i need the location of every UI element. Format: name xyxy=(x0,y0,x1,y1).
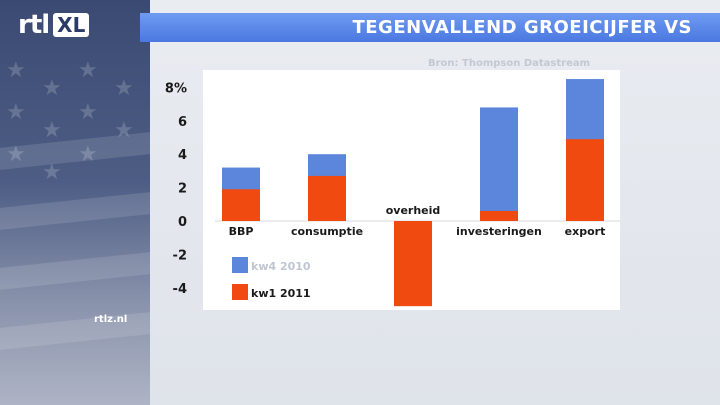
legend-label: kw1 2011 xyxy=(251,287,311,300)
y-tick-label: -4 xyxy=(173,282,187,297)
category-label: overheid xyxy=(386,204,441,217)
legend-swatch xyxy=(232,257,248,273)
bar-kw1-2011 xyxy=(566,139,604,221)
y-tick-label: -2 xyxy=(173,248,187,263)
bar-kw1-2011 xyxy=(222,189,260,221)
star-icon: ★ xyxy=(78,142,98,167)
category-label: BBP xyxy=(229,225,254,238)
y-tick-label: 4 xyxy=(178,148,187,163)
category-label: consumptie xyxy=(291,225,363,238)
logo-xl: XL xyxy=(53,13,90,37)
channel-logo: rtl XL xyxy=(18,10,90,40)
star-icon: ★ xyxy=(42,76,62,101)
bar-kw1-2011 xyxy=(480,210,518,221)
bar-kw4-2010 xyxy=(480,107,518,221)
source-label: Bron: Thompson Datastream xyxy=(428,58,591,69)
category-label: investeringen xyxy=(456,225,542,238)
star-icon: ★ xyxy=(42,160,62,185)
star-icon: ★ xyxy=(114,118,134,143)
y-tick-label: 2 xyxy=(178,182,187,197)
title-bar: TEGENVALLEND GROEICIJFER VS xyxy=(140,13,720,42)
star-icon: ★ xyxy=(42,118,62,143)
star-icon: ★ xyxy=(78,100,98,125)
legend-swatch xyxy=(232,284,248,300)
legend-label: kw4 2010 xyxy=(251,260,311,273)
star-icon: ★ xyxy=(114,76,134,101)
bar-kw1-2011 xyxy=(394,221,432,307)
chart-title: TEGENVALLEND GROEICIJFER VS xyxy=(352,17,692,38)
bar-kw1-2011 xyxy=(308,175,346,221)
y-tick-label: 6 xyxy=(178,115,187,130)
category-label: export xyxy=(565,225,606,238)
website-label: rtlz.nl xyxy=(94,314,128,325)
flag-background: ★ ★ ★ ★ ★ ★ ★ ★ ★ ★ ★ xyxy=(0,0,150,405)
logo-rtl: rtl xyxy=(18,10,50,40)
star-icon: ★ xyxy=(6,100,26,125)
star-icon: ★ xyxy=(6,58,26,83)
star-icon: ★ xyxy=(6,142,26,167)
star-icon: ★ xyxy=(78,58,98,83)
y-tick-label: 0 xyxy=(178,215,187,230)
y-tick-label: 8% xyxy=(165,81,187,96)
